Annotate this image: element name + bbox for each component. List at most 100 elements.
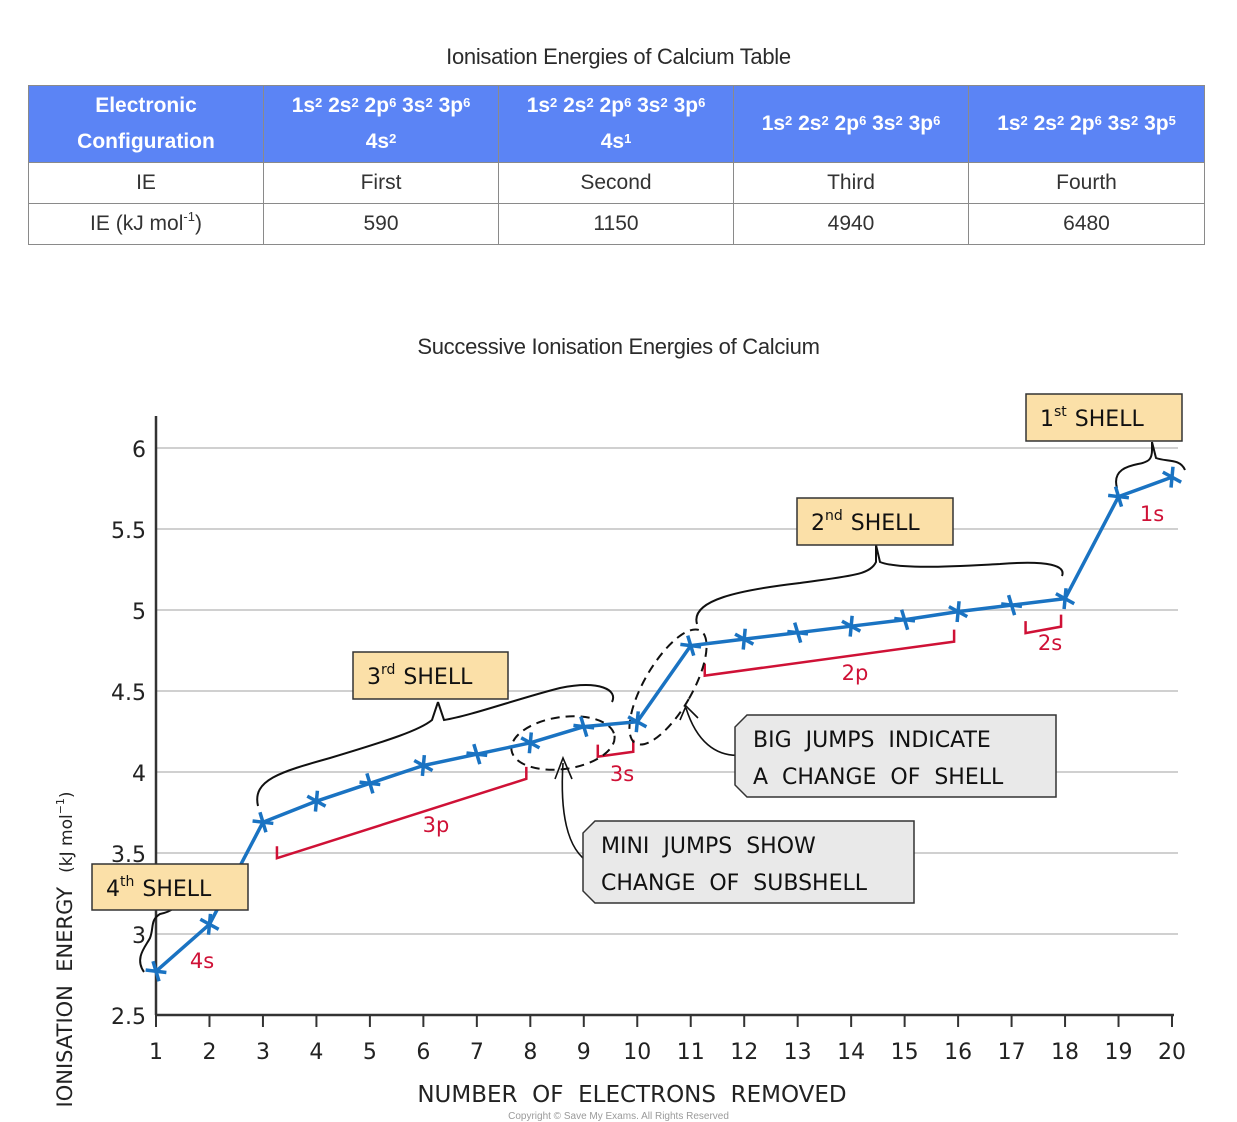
- brace-2nd-shell: [695, 544, 1064, 625]
- header-config-fourth: 1s2 2s2 2p6 3s2 3p5: [968, 85, 1205, 163]
- x-tick-label: 2: [202, 1040, 216, 1065]
- subshell-label-3p: 3p: [423, 813, 450, 837]
- note-big-jumps: BIG JUMPS INDICATE A CHANGE OF SHELL: [734, 714, 1057, 798]
- row-label-ie: IE: [28, 162, 264, 204]
- x-tick-label: 18: [1051, 1040, 1079, 1065]
- shell-label-text: 4th SHELL: [106, 874, 212, 902]
- shell-ordinal: 1: [1040, 407, 1054, 432]
- data-point: [413, 754, 434, 777]
- cell-value-first: 590: [263, 203, 499, 245]
- y-tick-label: 6: [132, 438, 146, 463]
- x-tick-label: 6: [416, 1040, 430, 1065]
- marker-stroke: [793, 622, 803, 644]
- bracket-3p: [275, 766, 528, 860]
- grid-lines: [156, 447, 1178, 935]
- cell-value-fourth: 6480: [968, 203, 1205, 245]
- cell-ie-first: First: [263, 162, 499, 204]
- data-point: [199, 913, 220, 935]
- x-tick-label: 14: [837, 1040, 865, 1065]
- shell-ordinal-sup: st: [1054, 404, 1067, 420]
- shell-word: SHELL: [403, 665, 473, 690]
- marker-stroke: [848, 615, 854, 637]
- marker-stroke: [686, 635, 696, 657]
- shell-label-1st: 1st SHELL: [1025, 393, 1183, 442]
- shell-box: [352, 651, 509, 700]
- x-tick-label: 8: [523, 1040, 537, 1065]
- note-box: [582, 820, 915, 904]
- x-tick-label: 13: [784, 1040, 812, 1065]
- x-tick-label: 17: [998, 1040, 1026, 1065]
- subshell-label-2p: 2p: [842, 661, 869, 685]
- shell-ordinal: 2: [811, 511, 825, 536]
- x-tick-label: 5: [363, 1040, 377, 1065]
- x-tick-label: 9: [577, 1040, 591, 1065]
- header-config-second: 1s2 2s2 2p6 3s2 3p6 4s1: [498, 85, 734, 163]
- row-label-ie-value: IE (kJ mol-1): [28, 203, 264, 245]
- arrowhead-big-jumps: [679, 704, 699, 721]
- y-tick-label: 5.5: [111, 519, 146, 544]
- x-tick-label: 19: [1105, 1040, 1133, 1065]
- data-point: [520, 732, 541, 754]
- shell-ordinal: 3: [367, 665, 381, 690]
- cell-ie-second: Second: [498, 162, 734, 204]
- marker-stroke: [634, 711, 640, 733]
- marker-stroke: [899, 609, 910, 631]
- data-point: [573, 716, 595, 738]
- data-point: [1055, 588, 1076, 610]
- x-tick-label: 20: [1158, 1040, 1186, 1065]
- shell-label-4th: 4th SHELL: [91, 863, 249, 911]
- table-row-ie: IE First Second Third Fourth: [28, 162, 1205, 204]
- header-electronic-configuration: Electronic Configuration: [28, 85, 264, 163]
- shell-word: SHELL: [1075, 407, 1145, 432]
- data-point: [1001, 594, 1023, 616]
- data-point: [466, 743, 488, 765]
- shell-ordinal: 4: [106, 877, 120, 902]
- note-mini-jumps: MINI JUMPS SHOW CHANGE OF SUBSHELL: [582, 820, 915, 904]
- table-title: Ionisation Energies of Calcium Table: [446, 44, 791, 69]
- brace-3rd-shell: [256, 684, 615, 807]
- marker-stroke: [206, 913, 213, 935]
- data-point: [787, 622, 809, 644]
- subshell-label-3s: 3s: [610, 762, 634, 786]
- shell-label-text: 1st SHELL: [1040, 404, 1144, 432]
- shell-ordinal-sup: nd: [825, 508, 843, 524]
- x-tick-label: 16: [944, 1040, 972, 1065]
- shell-box: [1025, 393, 1183, 442]
- cell-ie-fourth: Fourth: [968, 162, 1205, 204]
- note-line: A CHANGE OF SHELL: [753, 765, 1004, 790]
- y-axis-label: LOG IONISATION ENERGY (kJ mol−1): [53, 791, 77, 1110]
- shell-box: [796, 497, 954, 546]
- note-line: CHANGE OF SUBSHELL: [601, 871, 868, 896]
- table-row-ie-value: IE (kJ mol-1) 590 1150 4940 6480: [28, 203, 1205, 245]
- marker-stroke: [1062, 588, 1068, 610]
- data-point: [145, 960, 167, 982]
- x-tick-label: 15: [891, 1040, 919, 1065]
- data-point: [841, 615, 862, 637]
- marker-stroke: [151, 960, 161, 982]
- y-tick-label: 3: [132, 924, 146, 949]
- brace-1st-shell: [1115, 441, 1186, 489]
- y-axis-label-main: LOG IONISATION ENERGY: [53, 887, 77, 1110]
- marker-stroke: [527, 732, 534, 754]
- header-config-first: 1s2 2s2 2p6 3s2 3p6 4s2: [263, 85, 499, 163]
- dashed-ellipse-mini-jump: [510, 715, 616, 771]
- shell-label-3rd: 3rd SHELL: [352, 651, 509, 700]
- marker-stroke: [955, 601, 961, 623]
- shell-ordinal-sup: rd: [381, 662, 395, 678]
- y-tick-label: 5: [132, 600, 146, 625]
- dashed-ellipse-big-jump: [628, 628, 708, 746]
- x-tick-label: 10: [623, 1040, 651, 1065]
- cell-value-third: 4940: [733, 203, 969, 245]
- cell-value-second: 1150: [498, 203, 734, 245]
- data-point: [734, 628, 755, 650]
- y-tick-label: 2.5: [111, 1005, 146, 1030]
- shell-box: [91, 863, 249, 911]
- y-tick-label: 4: [132, 762, 146, 787]
- data-point: [894, 609, 916, 631]
- x-tick-labels: 1 2 3 4 5 6 7 8 9 10 11 12 13 14 15 16 17 18 19 20: [149, 1040, 1186, 1065]
- note-line: BIG JUMPS INDICATE: [753, 728, 991, 753]
- header-config-third: 1s2 2s2 2p6 3s2 3p6: [733, 85, 969, 163]
- y-tick-labels: 2.533.544.555.56: [111, 438, 146, 1030]
- marker-stroke: [313, 790, 320, 812]
- marker-stroke: [258, 811, 268, 833]
